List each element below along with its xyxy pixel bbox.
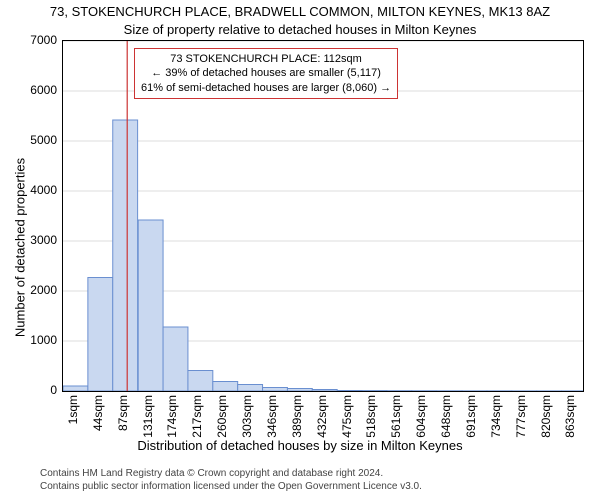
y-tick-label: 5000 (7, 133, 57, 147)
annotation-line1: 73 STOKENCHURCH PLACE: 112sqm (141, 52, 391, 66)
y-tick-label: 1000 (7, 333, 57, 347)
y-tick-label: 0 (7, 383, 57, 397)
annotation-line3: 61% of semi-detached houses are larger (… (141, 81, 391, 95)
chart-container: { "title_line1": "73, STOKENCHURCH PLACE… (0, 0, 600, 500)
annotation-line2: ← 39% of detached houses are smaller (5,… (141, 66, 391, 80)
annotation-box: 73 STOKENCHURCH PLACE: 112sqm ← 39% of d… (134, 48, 398, 99)
y-tick-label: 6000 (7, 83, 57, 97)
y-tick-label: 2000 (7, 283, 57, 297)
y-axis-label: Number of detached properties (13, 138, 28, 358)
y-tick-label: 4000 (7, 183, 57, 197)
y-tick-label: 7000 (7, 33, 57, 47)
y-tick-label: 3000 (7, 233, 57, 247)
chart-title-line1: 73, STOKENCHURCH PLACE, BRADWELL COMMON,… (0, 4, 600, 19)
x-axis-label: Distribution of detached houses by size … (0, 438, 600, 453)
footer-line1: Contains HM Land Registry data © Crown c… (40, 468, 383, 479)
footer-line2: Contains public sector information licen… (40, 481, 422, 492)
chart-title-line2: Size of property relative to detached ho… (0, 22, 600, 37)
